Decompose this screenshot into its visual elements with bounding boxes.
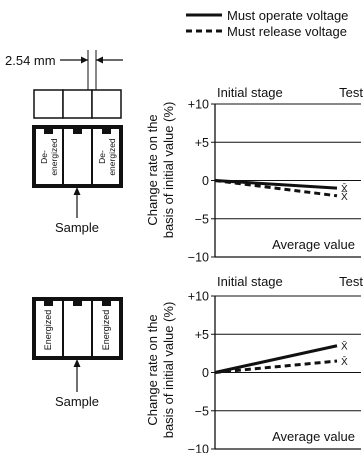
relay-terminal-mark [102, 301, 111, 306]
sample-arrowhead [73, 187, 81, 195]
y-tick-label: +5 [195, 328, 209, 342]
y-tick-label: −10 [188, 443, 209, 453]
relay-label-de-energized-right: De-energized [97, 138, 117, 176]
legend-release-label: Must release voltage [227, 24, 347, 39]
series-line-operate [214, 344, 338, 374]
relay-label-de-energized-left: De-energized [39, 138, 59, 176]
chart-annotation-average-value: Average value [272, 237, 355, 252]
terminal-center [62, 89, 93, 119]
relay-row-bottom: Energized Energized [32, 297, 123, 360]
pitch-arrowhead-right [96, 56, 103, 64]
terminal-right [91, 89, 122, 119]
series-line-release [214, 179, 338, 198]
pitch-label: 2.54 mm [5, 53, 56, 68]
y-axis-label-line1: Change rate on the [145, 314, 160, 425]
y-tick-label: +10 [188, 98, 209, 112]
chart-header-test: Test [339, 274, 363, 289]
y-tick-label: 0 [202, 366, 209, 380]
sample-arrowhead [73, 359, 81, 367]
y-tick-label: −5 [195, 212, 209, 226]
sample-pointer-bottom: Sample [55, 359, 99, 409]
y-axis-label-line2: basis of initial value (%) [161, 102, 176, 239]
y-axis-label-top: Change rate on the basis of initial valu… [145, 102, 176, 239]
relay-row-top: De-energized De-energized [32, 125, 123, 188]
terminal-block [33, 89, 122, 119]
relay-terminal-mark [102, 129, 111, 134]
relay-terminal-mark [44, 301, 53, 306]
y-axis-label-line1: Change rate on the [145, 114, 160, 225]
y-axis-label-bottom: Change rate on the basis of initial valu… [145, 302, 176, 439]
y-tick-label: +5 [195, 136, 209, 150]
chart-header-initial-stage: Initial stage [217, 274, 283, 289]
relay-label-energized-left: Energized [43, 310, 53, 351]
legend: Must operate voltage Must release voltag… [186, 8, 348, 39]
legend-operate-label: Must operate voltage [227, 8, 348, 23]
series-marker-xbar: X̄ [341, 190, 348, 203]
relay-terminal-mark [44, 129, 53, 134]
series-marker-xbar: X̄ [341, 356, 348, 369]
series-marker-xbar: X̄ [341, 340, 348, 353]
sample-pointer-top: Sample [55, 187, 99, 235]
chart-header-initial-stage: Initial stage [217, 85, 283, 100]
relay-row-bottom-frame [32, 297, 123, 360]
pitch-dimension: 2.54 mm [5, 50, 123, 90]
relay-row-top-frame [32, 125, 123, 188]
chart-header-test: Test [339, 85, 363, 100]
relay-terminal-mark [73, 129, 82, 134]
chart-annotation-average-value: Average value [272, 429, 355, 444]
relay-terminal-mark [73, 301, 82, 306]
series-line-release [214, 359, 338, 374]
chart-de-energized: Initial stage Test +10 +5 0 −5 −10 X̄X̄ Average … [188, 85, 364, 265]
y-axis-label-line2: basis of initial value (%) [161, 302, 176, 439]
series-marker-xbar: X̄ [341, 183, 348, 196]
y-tick-label: +10 [188, 290, 209, 304]
pitch-arrowhead-left [81, 56, 88, 64]
relay-label-energized-right: Energized [101, 310, 111, 351]
y-tick-label: −5 [195, 404, 209, 418]
terminal-left [33, 89, 64, 119]
sample-label-bottom: Sample [55, 394, 99, 409]
sample-label-top: Sample [55, 220, 99, 235]
y-tick-label: 0 [202, 174, 209, 188]
chart-energized: Initial stage Test +10 +5 0 −5 −10 X̄ X̄ Average … [188, 274, 364, 453]
y-tick-label: −10 [188, 251, 209, 265]
